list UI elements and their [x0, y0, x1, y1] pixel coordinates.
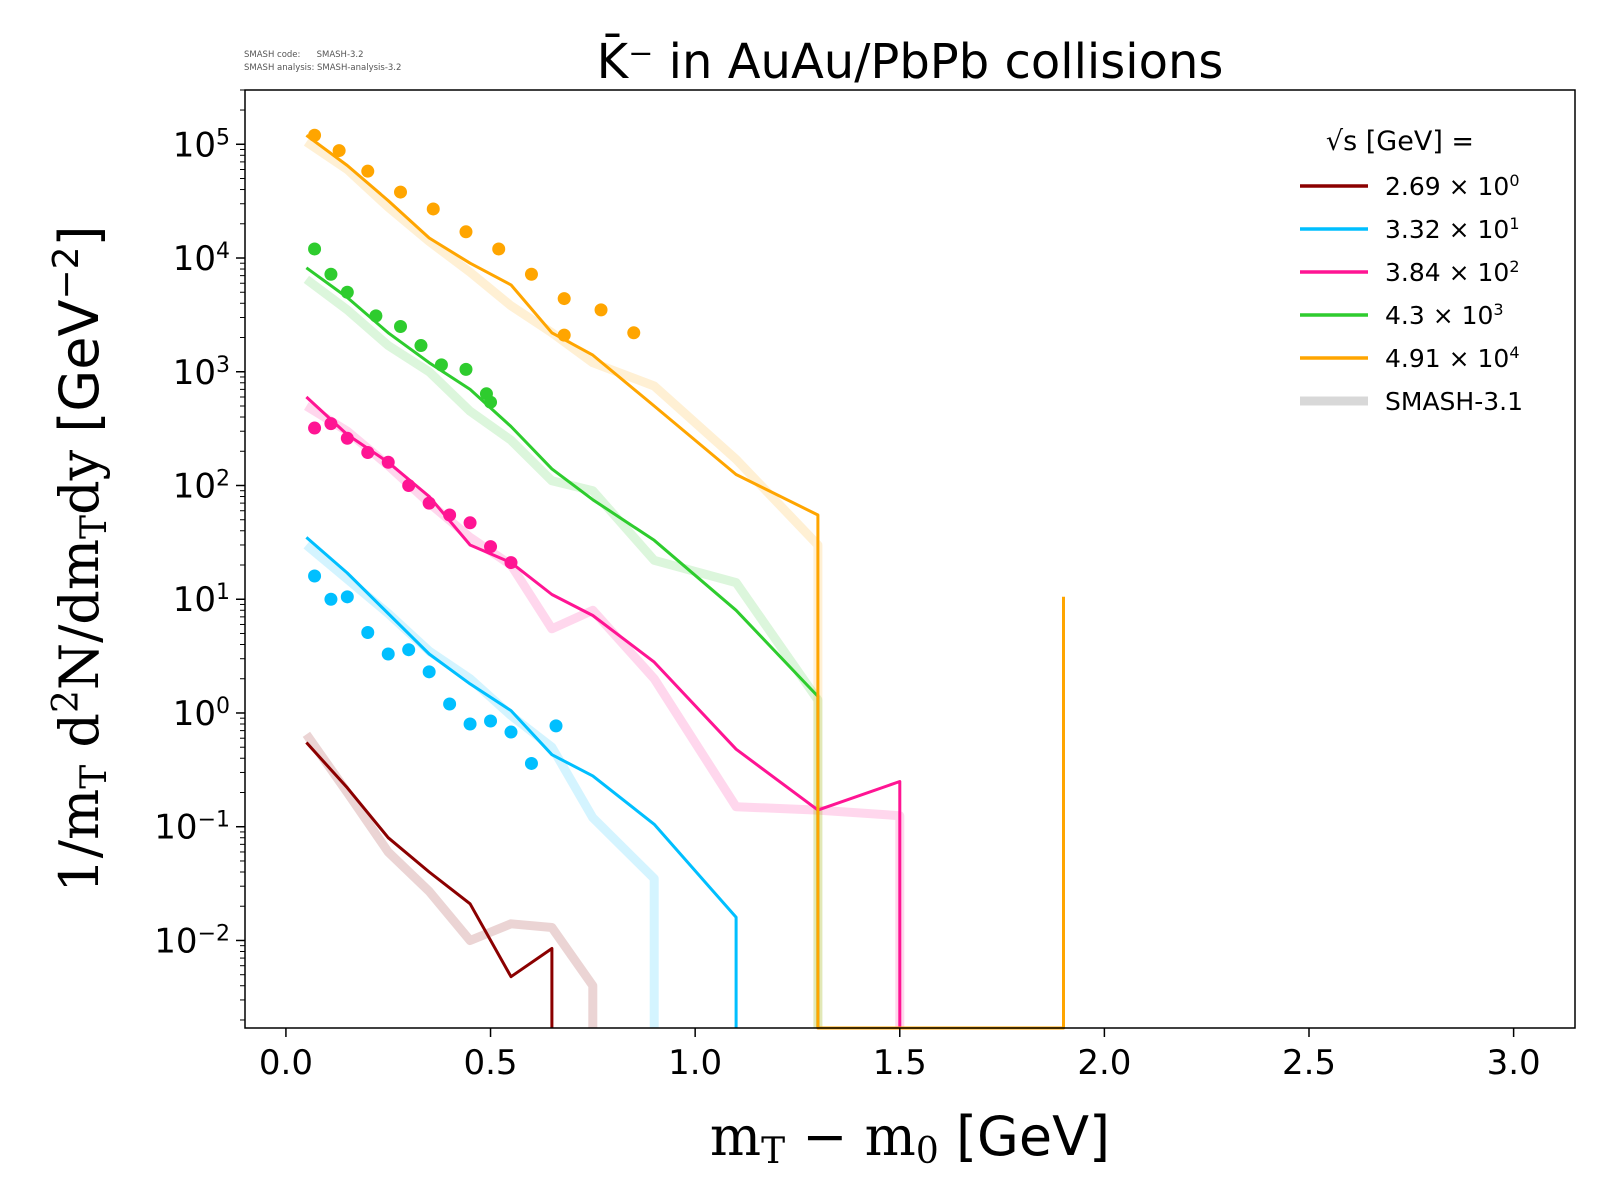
plot-frame	[244, 89, 1576, 1029]
series-2-data-point	[504, 556, 518, 570]
y-tick-label: 104	[173, 239, 230, 280]
series-4-data-point	[394, 185, 408, 199]
series-2-data-point	[324, 417, 338, 431]
y-tick-label: 101	[173, 580, 230, 621]
smash-analysis-version: SMASH analysis: SMASH-analysis-3.2	[244, 63, 402, 73]
legend-label: 2.69 × 100	[1385, 171, 1520, 202]
series-3-data-point	[394, 319, 408, 333]
series-3-data-point	[369, 309, 383, 323]
series-4-data-point	[627, 326, 641, 340]
series-2-line	[305, 395, 902, 1028]
x-axis-label: mT − m0 [GeV]	[710, 1105, 1110, 1172]
y-tick-label: 100	[173, 693, 230, 734]
series-4-line	[305, 134, 1065, 1030]
series-1-data-point	[443, 697, 457, 711]
legend-label: 3.32 × 101	[1385, 214, 1520, 245]
legend-title: √s [GeV] =	[1326, 126, 1474, 157]
series-4-data-point	[426, 202, 440, 216]
series-4-data-point	[332, 144, 346, 158]
series-3-data-point	[308, 242, 322, 256]
series-1-data-point	[340, 590, 354, 604]
y-tick-label: 105	[173, 125, 230, 166]
series-1-data-point	[504, 725, 518, 739]
series-4-data-point	[594, 303, 608, 317]
series-3-data-point	[434, 358, 448, 372]
series-1-data-point	[361, 626, 375, 640]
series-0-line	[305, 741, 554, 1028]
series-4-data-point	[557, 292, 571, 306]
series-4-data-point	[557, 328, 571, 342]
x-tick-label: 3.0	[1487, 1043, 1541, 1083]
series-1-data-point	[324, 592, 338, 606]
x-tick-label: 1.5	[873, 1043, 927, 1083]
series-2-data-point	[402, 478, 416, 492]
y-tick-label: 10−1	[154, 807, 230, 848]
legend-label: 4.91 × 104	[1385, 343, 1520, 374]
series-4-data-point	[492, 242, 506, 256]
series-2-data-point	[443, 508, 457, 522]
series-2-data-point	[381, 455, 395, 469]
series-1-data-point	[402, 643, 416, 657]
x-tick-label: 2.5	[1282, 1043, 1336, 1083]
y-tick-label: 102	[173, 466, 230, 507]
series-0-smash-3-1-line	[302, 731, 598, 1028]
series-3-line	[305, 266, 820, 1028]
y-tick-label: 10−2	[154, 921, 230, 962]
y-tick-label: 103	[173, 352, 230, 393]
legend-label: 3.84 × 102	[1385, 257, 1520, 288]
series-4-smash-3-1-line	[303, 138, 823, 1028]
series-4-data-point	[308, 128, 322, 142]
series-1-data-point	[308, 569, 322, 583]
series-2-data-point	[484, 540, 498, 554]
chart-title: K̄⁻ in AuAu/PbPb collisions	[597, 33, 1224, 90]
series-3-smash-3-1-line	[303, 275, 823, 1028]
x-tick-label: 2.0	[1077, 1043, 1131, 1083]
x-tick-label: 0.0	[259, 1043, 313, 1083]
series-2-data-point	[361, 446, 375, 460]
legend-label: SMASH-3.1	[1385, 387, 1523, 416]
series-4-data-point	[459, 225, 473, 239]
series-3-data-point	[324, 267, 338, 281]
series-1-data-point	[422, 665, 436, 679]
legend-label: 4.3 × 103	[1385, 300, 1504, 331]
smash-code-version: SMASH code: SMASH-3.2	[244, 50, 364, 60]
series-4-data-point	[524, 267, 538, 281]
series-2-data-point	[422, 496, 436, 510]
x-tick-label: 1.0	[668, 1043, 722, 1083]
series-3-data-point	[459, 362, 473, 376]
series-3-data-point	[340, 285, 354, 299]
series-1-line	[305, 536, 738, 1028]
series-3-data-point	[414, 339, 428, 353]
series-1-data-point	[549, 719, 563, 733]
series-1-data-point	[524, 756, 538, 770]
series-2-data-point	[308, 421, 322, 435]
series-1-data-point	[381, 647, 395, 661]
series-3-data-point	[484, 395, 498, 409]
x-tick-label: 0.5	[463, 1043, 517, 1083]
series-1-data-point	[484, 714, 498, 728]
series-1-data-point	[463, 717, 477, 731]
series-2-data-point	[463, 516, 477, 530]
series-2-data-point	[340, 431, 354, 445]
series-4-data-point	[361, 164, 375, 178]
y-axis-label: 1/mT d2N/dmTdy [GeV−2]	[46, 225, 115, 892]
